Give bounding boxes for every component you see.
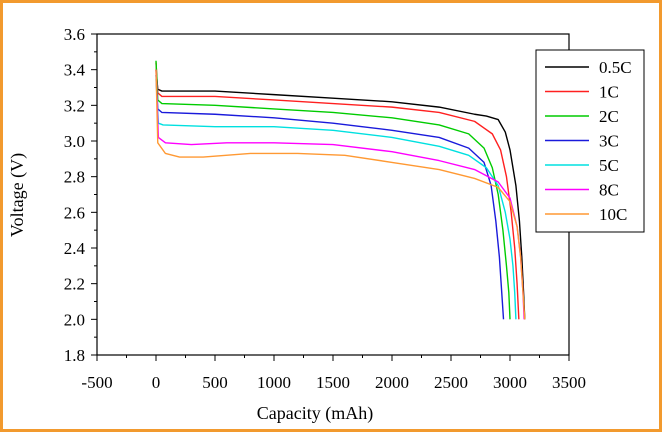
x-tick-label: 0	[152, 373, 161, 392]
x-tick-label: 2000	[375, 373, 409, 392]
legend-label: 1C	[599, 83, 619, 102]
y-tick-label: 2.6	[64, 203, 85, 222]
y-tick-label: 2.4	[64, 239, 86, 258]
series-line-3c	[155, 74, 505, 320]
x-axis-title: Capacity (mAh)	[257, 403, 373, 424]
legend-label: 10C	[599, 205, 627, 224]
x-tick-label: 1000	[257, 373, 291, 392]
plot-area	[96, 33, 570, 356]
y-tick-label: 3.4	[64, 61, 86, 80]
legend-label: 2C	[599, 107, 619, 126]
legend: 0.5C 1C 2C 3C 5C 8C 10C	[535, 49, 645, 233]
y-axis-title: Voltage (V)	[7, 153, 28, 237]
x-tick-label: 3500	[552, 373, 586, 392]
y-tick-label: 2.8	[64, 168, 85, 187]
x-tick-label: 500	[202, 373, 228, 392]
axis-ticks	[91, 33, 570, 361]
y-tick-label: 2.2	[64, 275, 85, 294]
y-tick-label: 3.6	[64, 25, 85, 44]
series-line-1c	[155, 62, 520, 320]
x-tick-label: 2500	[434, 373, 468, 392]
series-line-0.5c	[155, 69, 526, 320]
legend-label: 5C	[599, 156, 619, 175]
series-line-5c	[155, 78, 517, 320]
tick-labels: -500 0 500 1000 1500 2000 2500 3000 3500 1.8 2.0 2.…	[64, 25, 586, 392]
legend-label: 3C	[599, 132, 619, 151]
series-layer	[155, 60, 526, 320]
y-tick-label: 3.2	[64, 96, 85, 115]
x-tick-label: 3000	[493, 373, 527, 392]
series-line-10c	[155, 69, 526, 320]
y-tick-label: 2.0	[64, 310, 85, 329]
x-tick-label: 1500	[316, 373, 350, 392]
y-tick-label: 1.8	[64, 346, 85, 365]
legend-label: 8C	[599, 181, 619, 200]
legend-label: 0.5C	[599, 58, 632, 77]
x-tick-label: -500	[81, 373, 112, 392]
y-tick-label: 3.0	[64, 132, 85, 151]
series-line-2c	[155, 60, 511, 320]
